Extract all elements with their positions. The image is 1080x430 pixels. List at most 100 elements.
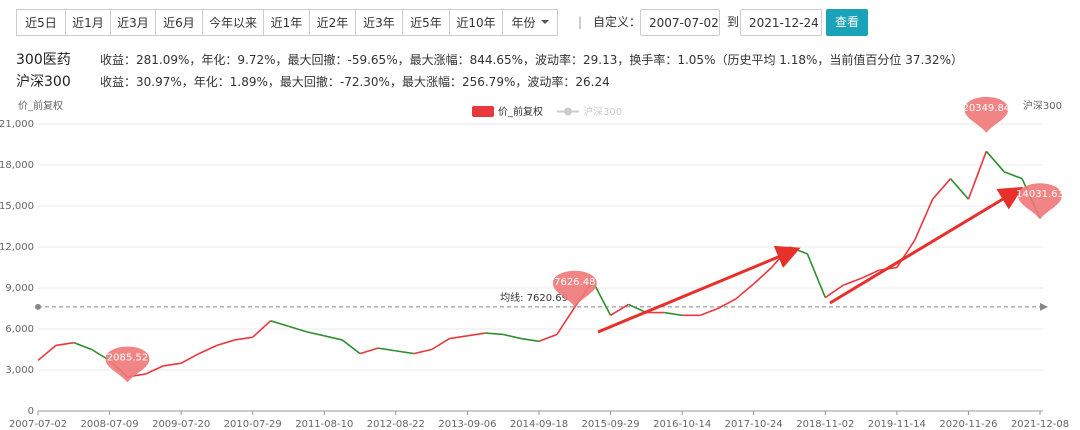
price-segment <box>985 150 1005 173</box>
stat-text: 收益：281.09%，年化：9.72%，最大回撤：-59.65%，最大涨幅：84… <box>100 53 963 67</box>
price-segment <box>717 298 737 310</box>
y-tick-label: 6,000 <box>5 324 34 335</box>
y2-axis-label: 沪深300 <box>1023 99 1062 112</box>
mark-label: 14031.63 <box>1016 189 1064 200</box>
mean-line-start <box>35 303 41 310</box>
range-button[interactable]: 今年以来 <box>202 9 264 36</box>
price-segment <box>860 269 880 280</box>
x-tick-label: 2021-12-08 <box>1011 419 1069 430</box>
x-tick-label: 2017-10-24 <box>725 419 783 430</box>
price-segment <box>234 336 253 341</box>
price-segment <box>431 337 450 351</box>
price-segment <box>699 307 719 317</box>
price-segment <box>288 325 307 333</box>
separator: | <box>578 15 583 29</box>
y-tick-label: 9,000 <box>5 283 34 294</box>
legend-swatch <box>472 106 494 117</box>
price-segment <box>395 350 414 355</box>
price-segment <box>896 239 916 268</box>
mean-line-label: 均线: 7620.69 <box>500 291 568 304</box>
mark-label: 7626.48 <box>554 277 595 288</box>
legend-item: 沪深300 <box>557 105 622 118</box>
price-segment <box>520 337 540 343</box>
price-segment <box>252 320 272 338</box>
price-segment <box>306 330 325 337</box>
trend-arrow <box>597 245 801 334</box>
price-segment <box>485 332 504 336</box>
start-input[interactable]: 2007-07-02 <box>640 9 720 36</box>
price-segment <box>55 341 74 347</box>
price-segment <box>73 341 92 351</box>
y-tick-label: 15,000 <box>0 201 34 212</box>
price-segment <box>467 332 486 337</box>
trend-arrow <box>829 186 1024 305</box>
x-tick-label: 2014-09-18 <box>510 419 568 430</box>
price-segment <box>556 306 576 335</box>
y-tick-label: 21,000 <box>0 119 34 130</box>
x-tick-label: 2016-10-14 <box>653 419 711 430</box>
price-segment <box>503 333 522 340</box>
price-segment <box>932 178 952 200</box>
range-button[interactable]: 近2年 <box>309 9 356 36</box>
x-tick-label: 2013-09-06 <box>438 419 496 430</box>
x-tick-label: 2008-07-09 <box>81 419 139 430</box>
mark-pin <box>1018 183 1062 220</box>
price-segment <box>842 277 862 287</box>
legend-dot <box>564 107 572 116</box>
price-segment <box>324 335 343 341</box>
mark-label: 2085.52 <box>107 352 148 363</box>
x-tick-label: 2010-07-29 <box>224 419 282 430</box>
year-menu-label: 年份 <box>511 16 536 30</box>
x-tick-label: 2020-11-26 <box>939 419 997 430</box>
caret-icon <box>540 20 549 28</box>
end-input[interactable]: 2021-12-24 <box>740 9 822 36</box>
y-tick-label: 3,000 <box>5 365 34 376</box>
stat-name: 300医药 <box>16 52 71 68</box>
x-tick-label: 2011-08-10 <box>295 419 353 430</box>
range-button[interactable]: 近1月 <box>65 9 111 36</box>
legend-item: 价_前复权 <box>472 105 543 118</box>
y-tick-label: 18,000 <box>0 160 34 171</box>
price-segment <box>37 344 57 362</box>
stat-text: 收益：30.97%，年化：1.89%，最大回撤：-72.30%，最大涨幅：256… <box>100 75 610 89</box>
price-segment <box>216 339 236 347</box>
price-segment <box>914 198 934 241</box>
range-button[interactable]: 近5年 <box>402 9 450 36</box>
range-button[interactable]: 近5日 <box>16 9 66 36</box>
range-button[interactable]: 近3年 <box>355 9 403 36</box>
price-segment <box>198 344 218 355</box>
mark-pin <box>552 270 597 307</box>
price-segment <box>163 362 182 367</box>
stat-name: 沪深300 <box>16 74 71 90</box>
year-menu[interactable]: 年份 <box>502 9 558 36</box>
x-tick-label: 2007-07-02 <box>9 419 67 430</box>
custom-label: 自定义： <box>593 15 642 29</box>
query-button[interactable]: 查看 <box>826 9 868 36</box>
range-button[interactable]: 近3月 <box>110 9 156 36</box>
y-tick-label: 0 <box>28 406 34 417</box>
x-tick-label: 2015-09-29 <box>582 419 640 430</box>
price-segment <box>180 352 200 364</box>
price-segment <box>377 347 396 352</box>
x-tick-label: 2012-08-22 <box>367 419 425 430</box>
x-tick-label: 2019-11-14 <box>868 419 926 430</box>
range-button[interactable]: 近10年 <box>449 9 503 36</box>
price-segment <box>449 335 468 340</box>
price-segment <box>949 178 970 200</box>
y-tick-label: 12,000 <box>0 242 34 253</box>
price-segment <box>806 253 827 298</box>
price-segment <box>145 365 164 375</box>
mark-label: 20349.84 <box>962 103 1010 114</box>
price-segment <box>413 348 432 355</box>
legend-label: 沪深300 <box>583 105 622 118</box>
price-segment <box>628 303 647 314</box>
price-segment <box>735 283 755 300</box>
price-segment <box>359 347 379 355</box>
price-segment <box>1003 171 1023 180</box>
price-segment <box>753 266 773 285</box>
mark-pin <box>105 346 150 383</box>
price-segment <box>824 284 844 299</box>
mark-pin <box>964 96 1009 133</box>
